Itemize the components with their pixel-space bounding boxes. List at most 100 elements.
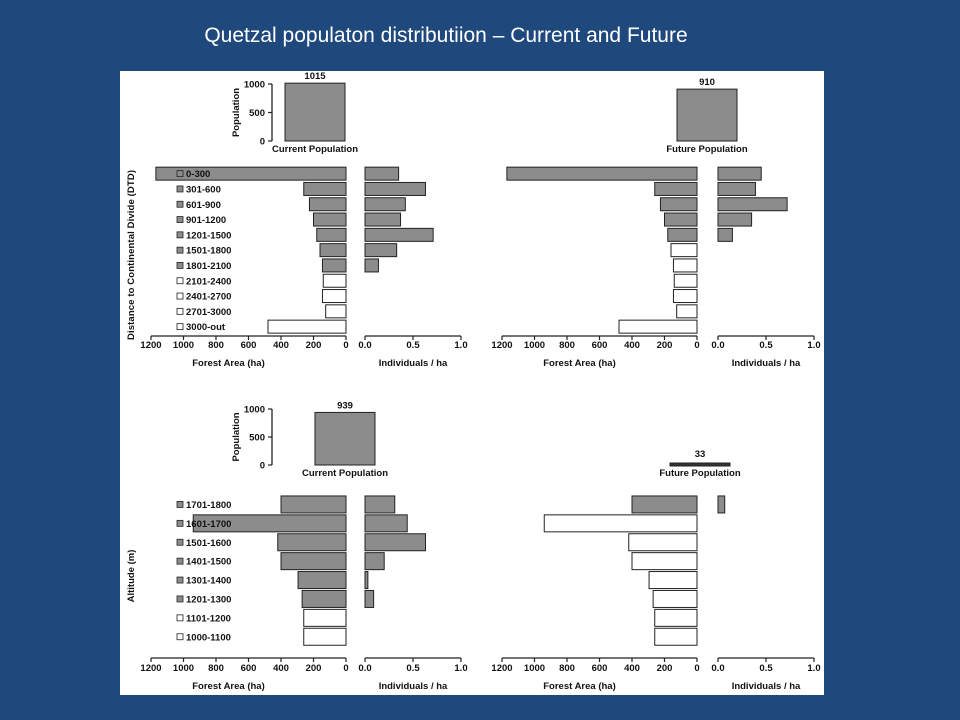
density-x-axis-label: Individuals / ha <box>379 358 448 369</box>
forest-area-bar <box>672 289 698 304</box>
population-bar <box>284 82 346 142</box>
forest-area-x-tick-label: 1200 <box>140 663 161 674</box>
forest-area-bar <box>303 181 347 196</box>
forest-area-bar <box>631 495 698 514</box>
forest-area-x-axis-label: Forest Area (ha) <box>543 358 616 369</box>
category-axis-label: Altitude (m) <box>126 550 137 603</box>
forest-area-x-axis-label: Forest Area (ha) <box>192 358 265 369</box>
density-x-tick-label: 0.0 <box>358 663 371 674</box>
density-bar <box>364 197 406 212</box>
density-x-tick-label: 0.0 <box>711 340 724 351</box>
category-legend-swatch <box>176 557 184 565</box>
forest-area-x-tick-label: 1200 <box>491 340 512 351</box>
population-y-axis-label: Population <box>231 412 242 461</box>
category-label: 2101-2400 <box>186 276 231 287</box>
population-bar <box>314 411 376 466</box>
population-caption: Future Population <box>666 144 747 155</box>
category-label: 2701-3000 <box>186 307 231 318</box>
forest-area-bar <box>303 627 347 646</box>
density-bar <box>364 258 379 273</box>
category-label: 601-900 <box>186 200 221 211</box>
forest-area-bar <box>280 552 347 571</box>
forest-area-bar <box>322 273 347 288</box>
category-legend-swatch <box>176 614 184 622</box>
category-label: 301-600 <box>186 184 221 195</box>
density-x-axis-label: Individuals / ha <box>379 681 448 692</box>
forest-area-bar <box>676 304 698 319</box>
forest-area-x-tick-label: 1000 <box>524 663 545 674</box>
forest-area-bar <box>618 319 698 334</box>
density-x-axis-label: Individuals / ha <box>732 681 801 692</box>
category-legend-swatch <box>176 538 184 546</box>
population-value-label: 939 <box>337 400 353 411</box>
category-label: 1501-1800 <box>186 246 231 257</box>
forest-area-bar <box>313 212 347 227</box>
forest-area-bar <box>277 533 347 552</box>
forest-area-x-tick-label: 1000 <box>173 340 194 351</box>
density-x-tick-label: 0.0 <box>358 340 371 351</box>
density-bar <box>364 227 434 242</box>
category-label: 901-1200 <box>186 215 226 226</box>
forest-area-x-tick-label: 600 <box>241 340 257 351</box>
forest-area-bar <box>280 495 347 514</box>
density-x-tick-label: 1.0 <box>807 340 820 351</box>
category-label: 1201-1500 <box>186 230 231 241</box>
forest-area-x-tick-label: 400 <box>273 663 289 674</box>
category-legend-swatch <box>176 292 184 300</box>
forest-area-x-tick-label: 600 <box>592 663 608 674</box>
category-legend-swatch <box>176 262 184 269</box>
density-x-tick-label: 0.5 <box>759 663 773 674</box>
forest-area-x-tick-label: 200 <box>306 340 322 351</box>
density-bar <box>717 166 762 181</box>
category-label: 1101-1200 <box>186 613 231 624</box>
density-x-tick-label: 1.0 <box>454 663 467 674</box>
density-bar <box>364 514 408 533</box>
category-label: 1401-1500 <box>186 557 231 568</box>
category-axis-label: Distance to Continental Divide (DTD) <box>126 170 137 340</box>
forest-area-bar <box>155 166 347 181</box>
density-x-axis-label: Individuals / ha <box>732 358 801 369</box>
forest-area-bar <box>648 571 698 590</box>
forest-area-bar <box>325 304 347 319</box>
category-legend-swatch <box>176 576 184 584</box>
density-bar <box>717 227 733 242</box>
category-label: 0-300 <box>186 169 210 180</box>
category-label: 1601-1700 <box>186 519 231 530</box>
population-y-tick-label: 1000 <box>244 80 265 91</box>
density-x-tick-label: 0.5 <box>406 340 420 351</box>
figure-panel: 1015 Current Population 0 500 1000 Population… <box>120 71 824 695</box>
forest-area-bar <box>673 273 698 288</box>
population-y-tick-label: 1000 <box>244 405 265 416</box>
forest-area-bar <box>308 197 347 212</box>
density-bar <box>364 243 398 258</box>
density-bar <box>717 181 756 196</box>
forest-area-bar <box>631 552 698 571</box>
forest-area-x-tick-label: 200 <box>657 340 673 351</box>
population-y-tick-label: 0 <box>260 137 265 148</box>
slide-title: Quetzal populaton distributiion – Curren… <box>204 24 688 47</box>
forest-area-x-tick-label: 200 <box>657 663 673 674</box>
forest-area-x-tick-label: 200 <box>306 663 322 674</box>
forest-area-x-tick-label: 0 <box>343 340 348 351</box>
category-legend-swatch <box>176 519 184 527</box>
population-y-axis-label: Population <box>231 88 242 137</box>
category-legend-swatch <box>176 323 184 331</box>
forest-area-bar <box>192 514 347 533</box>
forest-area-x-tick-label: 600 <box>241 663 257 674</box>
density-bar <box>364 552 385 571</box>
density-bar <box>717 212 753 227</box>
forest-area-bar <box>506 166 698 181</box>
category-label: 1501-1600 <box>186 538 231 549</box>
forest-area-bar <box>672 258 698 273</box>
category-label: 3000-out <box>186 322 226 333</box>
population-bar <box>676 88 738 142</box>
forest-area-bar <box>654 608 698 627</box>
forest-area-bar <box>319 243 347 258</box>
category-legend-swatch <box>176 216 184 223</box>
forest-area-bar <box>316 227 347 242</box>
category-label: 1000-1100 <box>186 632 231 643</box>
density-x-tick-label: 1.0 <box>454 340 467 351</box>
forest-area-x-tick-label: 0 <box>694 663 699 674</box>
forest-area-x-tick-label: 1000 <box>524 340 545 351</box>
